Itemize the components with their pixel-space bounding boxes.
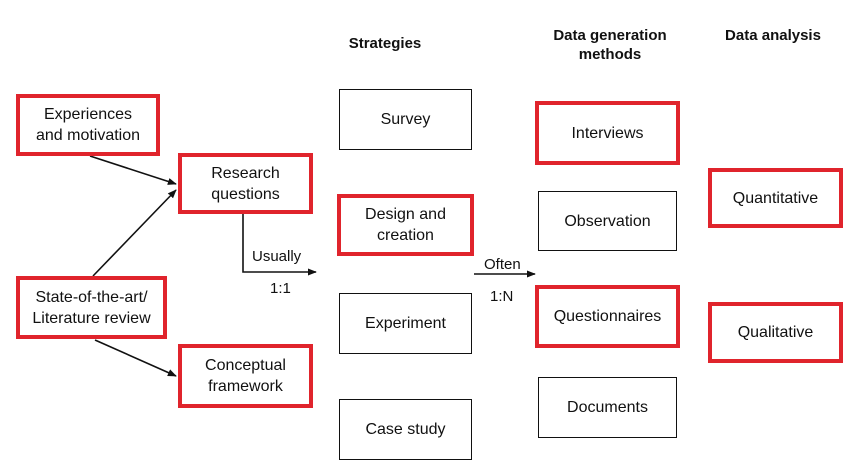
label-one-to-one: 1:1 <box>270 280 291 297</box>
header-data-generation-methods: Data generation methods <box>553 27 667 63</box>
label-usually: Usually <box>252 248 302 265</box>
box-documents: Documents <box>538 377 677 438</box>
box-questionnaires: Questionnaires <box>535 285 680 348</box>
label-often: Often <box>484 256 521 273</box>
box-qualitative: Qualitative <box>708 302 843 363</box>
box-survey: Survey <box>339 89 472 150</box>
box-experiment: Experiment <box>339 293 472 354</box>
header-strategies: Strategies <box>348 35 422 52</box>
box-state-of-the-art: State-of-the-art/ Literature review <box>16 276 167 339</box>
box-design-and-creation: Design and creation <box>337 194 474 256</box>
box-quantitative: Quantitative <box>708 168 843 228</box>
arrow-experiences-to-research <box>89 155 177 185</box>
arrow-research-to-strategies <box>242 212 317 276</box>
box-research-questions: Research questions <box>178 153 313 214</box>
box-experiences-motivation: Experiences and motivation <box>16 94 160 156</box>
box-observation: Observation <box>538 191 677 251</box>
arrow-stateofart-to-research <box>92 189 177 277</box>
arrow-stateofart-to-framework <box>94 339 177 377</box>
box-case-study: Case study <box>339 399 472 460</box>
box-interviews: Interviews <box>535 101 680 165</box>
label-one-to-n: 1:N <box>490 288 514 305</box>
header-data-analysis: Data analysis <box>725 27 821 44</box>
box-conceptual-framework: Conceptual framework <box>178 344 313 408</box>
